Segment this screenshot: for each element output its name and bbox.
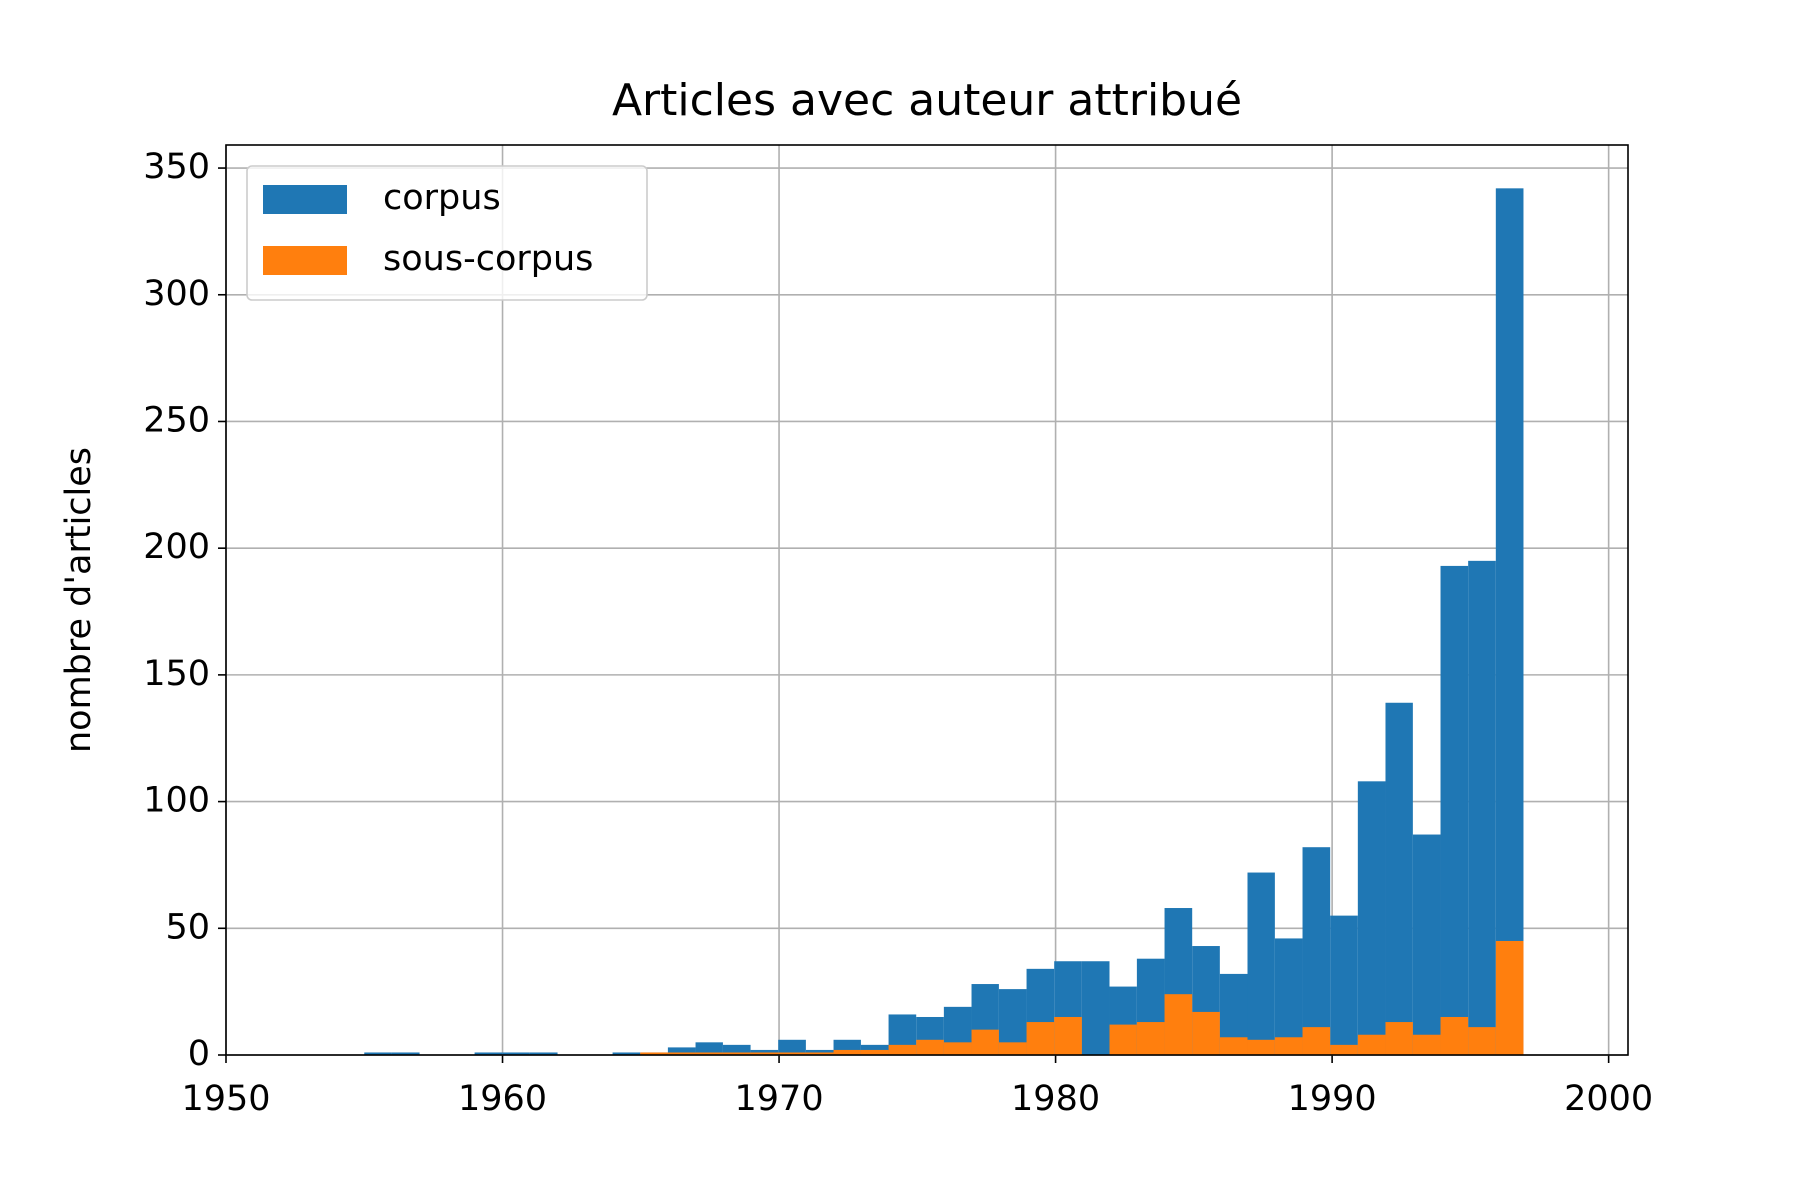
bar — [1468, 560, 1496, 1055]
bar — [1136, 1022, 1165, 1055]
bar — [1274, 1037, 1303, 1055]
y-tick-label: 250 — [143, 400, 210, 440]
legend-label: sous-corpus — [383, 239, 593, 279]
bar — [695, 1042, 723, 1055]
bar — [778, 1039, 806, 1055]
bar — [971, 1029, 999, 1055]
bar — [943, 1042, 972, 1055]
chart-title: Articles avec auteur attribué — [612, 75, 1242, 126]
bar — [1357, 781, 1386, 1055]
plot-frame — [225, 144, 1629, 1056]
bar — [502, 1052, 530, 1055]
y-tick-label: 350 — [143, 147, 210, 187]
bar — [1330, 915, 1358, 1055]
bar — [1440, 1016, 1469, 1055]
y-tick-label: 0 — [188, 1034, 210, 1074]
bar — [667, 1047, 696, 1055]
bar — [1054, 1016, 1082, 1055]
bar — [805, 1049, 834, 1055]
y-tick-label: 150 — [143, 654, 210, 694]
bar — [1302, 1027, 1331, 1055]
bar — [888, 1044, 917, 1055]
bar — [1026, 1022, 1055, 1055]
bar — [722, 1052, 751, 1055]
bar — [529, 1052, 558, 1055]
bar — [916, 1039, 944, 1055]
bar — [1495, 940, 1524, 1055]
bar — [998, 1042, 1027, 1055]
y-tick-label: 50 — [165, 907, 210, 947]
bar — [612, 1052, 641, 1055]
x-tick-label: 1960 — [458, 1079, 547, 1119]
bar — [1192, 1011, 1220, 1055]
x-tick-label: 1980 — [1011, 1079, 1100, 1119]
bar — [805, 1052, 834, 1055]
bar — [750, 1049, 779, 1055]
y-axis-label: nombre d'articles — [59, 447, 99, 753]
bar — [1357, 1034, 1386, 1055]
bar — [1440, 565, 1469, 1055]
x-tick-label: 1950 — [181, 1079, 270, 1119]
bar — [1302, 847, 1331, 1055]
bar — [391, 1052, 420, 1055]
bar — [1219, 1037, 1248, 1055]
bar — [860, 1049, 889, 1055]
x-tick-label: 2000 — [1564, 1079, 1653, 1119]
bar — [1330, 1044, 1358, 1055]
bar — [1274, 938, 1303, 1055]
bar — [1109, 1024, 1137, 1055]
bar — [1412, 1034, 1441, 1055]
x-tick-label: 1970 — [735, 1079, 824, 1119]
y-tick-label: 100 — [143, 781, 210, 821]
bar — [667, 1052, 696, 1055]
bar — [1385, 1022, 1413, 1055]
bar — [474, 1052, 503, 1055]
bar — [778, 1052, 806, 1055]
bar — [722, 1044, 751, 1055]
bar — [1164, 994, 1193, 1055]
bar — [364, 1052, 392, 1055]
legend-swatch — [263, 246, 347, 275]
bar — [1247, 872, 1275, 1055]
bar — [1495, 188, 1524, 1056]
bar — [1247, 1039, 1275, 1055]
legend-label: corpus — [383, 178, 501, 218]
bar — [1385, 702, 1413, 1055]
y-tick-label: 200 — [143, 527, 210, 567]
x-tick-label: 1990 — [1288, 1079, 1377, 1119]
legend-swatch — [263, 185, 347, 214]
legend: corpus sous-corpus — [246, 165, 648, 301]
bar — [1412, 834, 1441, 1055]
bar — [695, 1052, 723, 1055]
bar — [833, 1049, 861, 1055]
y-tick-label: 300 — [143, 274, 210, 314]
bar — [750, 1052, 779, 1055]
bar — [1081, 961, 1110, 1055]
bar — [640, 1052, 668, 1055]
bar — [1468, 1027, 1496, 1055]
